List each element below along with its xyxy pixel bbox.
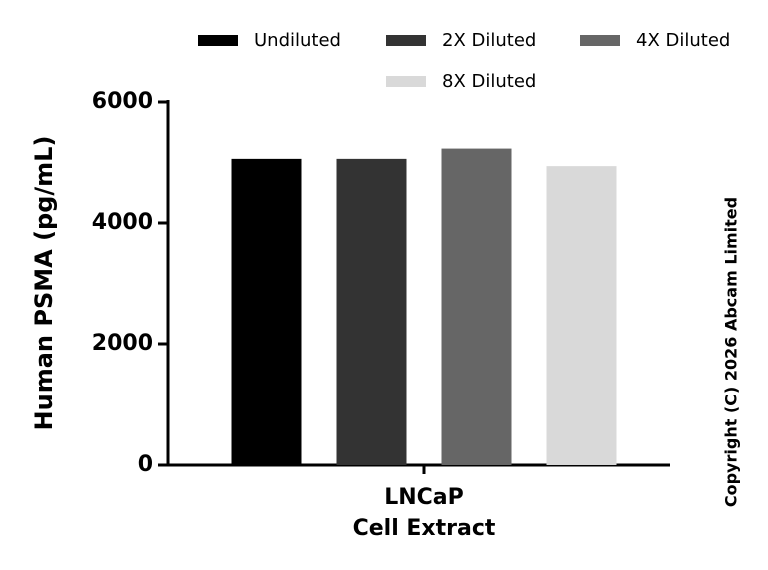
copyright: Copyright (C) 2026 Abcam Limited: [722, 197, 741, 507]
legend-swatch: [386, 35, 426, 46]
bar: [441, 148, 512, 465]
x-tick-label: LNCaP Cell Extract: [353, 485, 496, 541]
y-tick-label: 2000: [92, 331, 153, 356]
bar: [231, 158, 302, 465]
bar: [546, 166, 617, 465]
y-tick-label: 4000: [92, 210, 153, 235]
legend-label: 2X Diluted: [442, 30, 536, 51]
legend-label: 4X Diluted: [636, 30, 730, 51]
legend-label: 8X Diluted: [442, 71, 536, 92]
y-axis-label: Human PSMA (pg/mL): [30, 136, 58, 431]
legend-swatch: [386, 76, 426, 87]
bar: [336, 158, 407, 465]
y-tick-label: 0: [138, 452, 153, 477]
legend-swatch: [580, 35, 620, 46]
legend-label: Undiluted: [254, 30, 341, 51]
legend-swatch: [198, 35, 238, 46]
y-tick-label: 6000: [92, 89, 153, 114]
